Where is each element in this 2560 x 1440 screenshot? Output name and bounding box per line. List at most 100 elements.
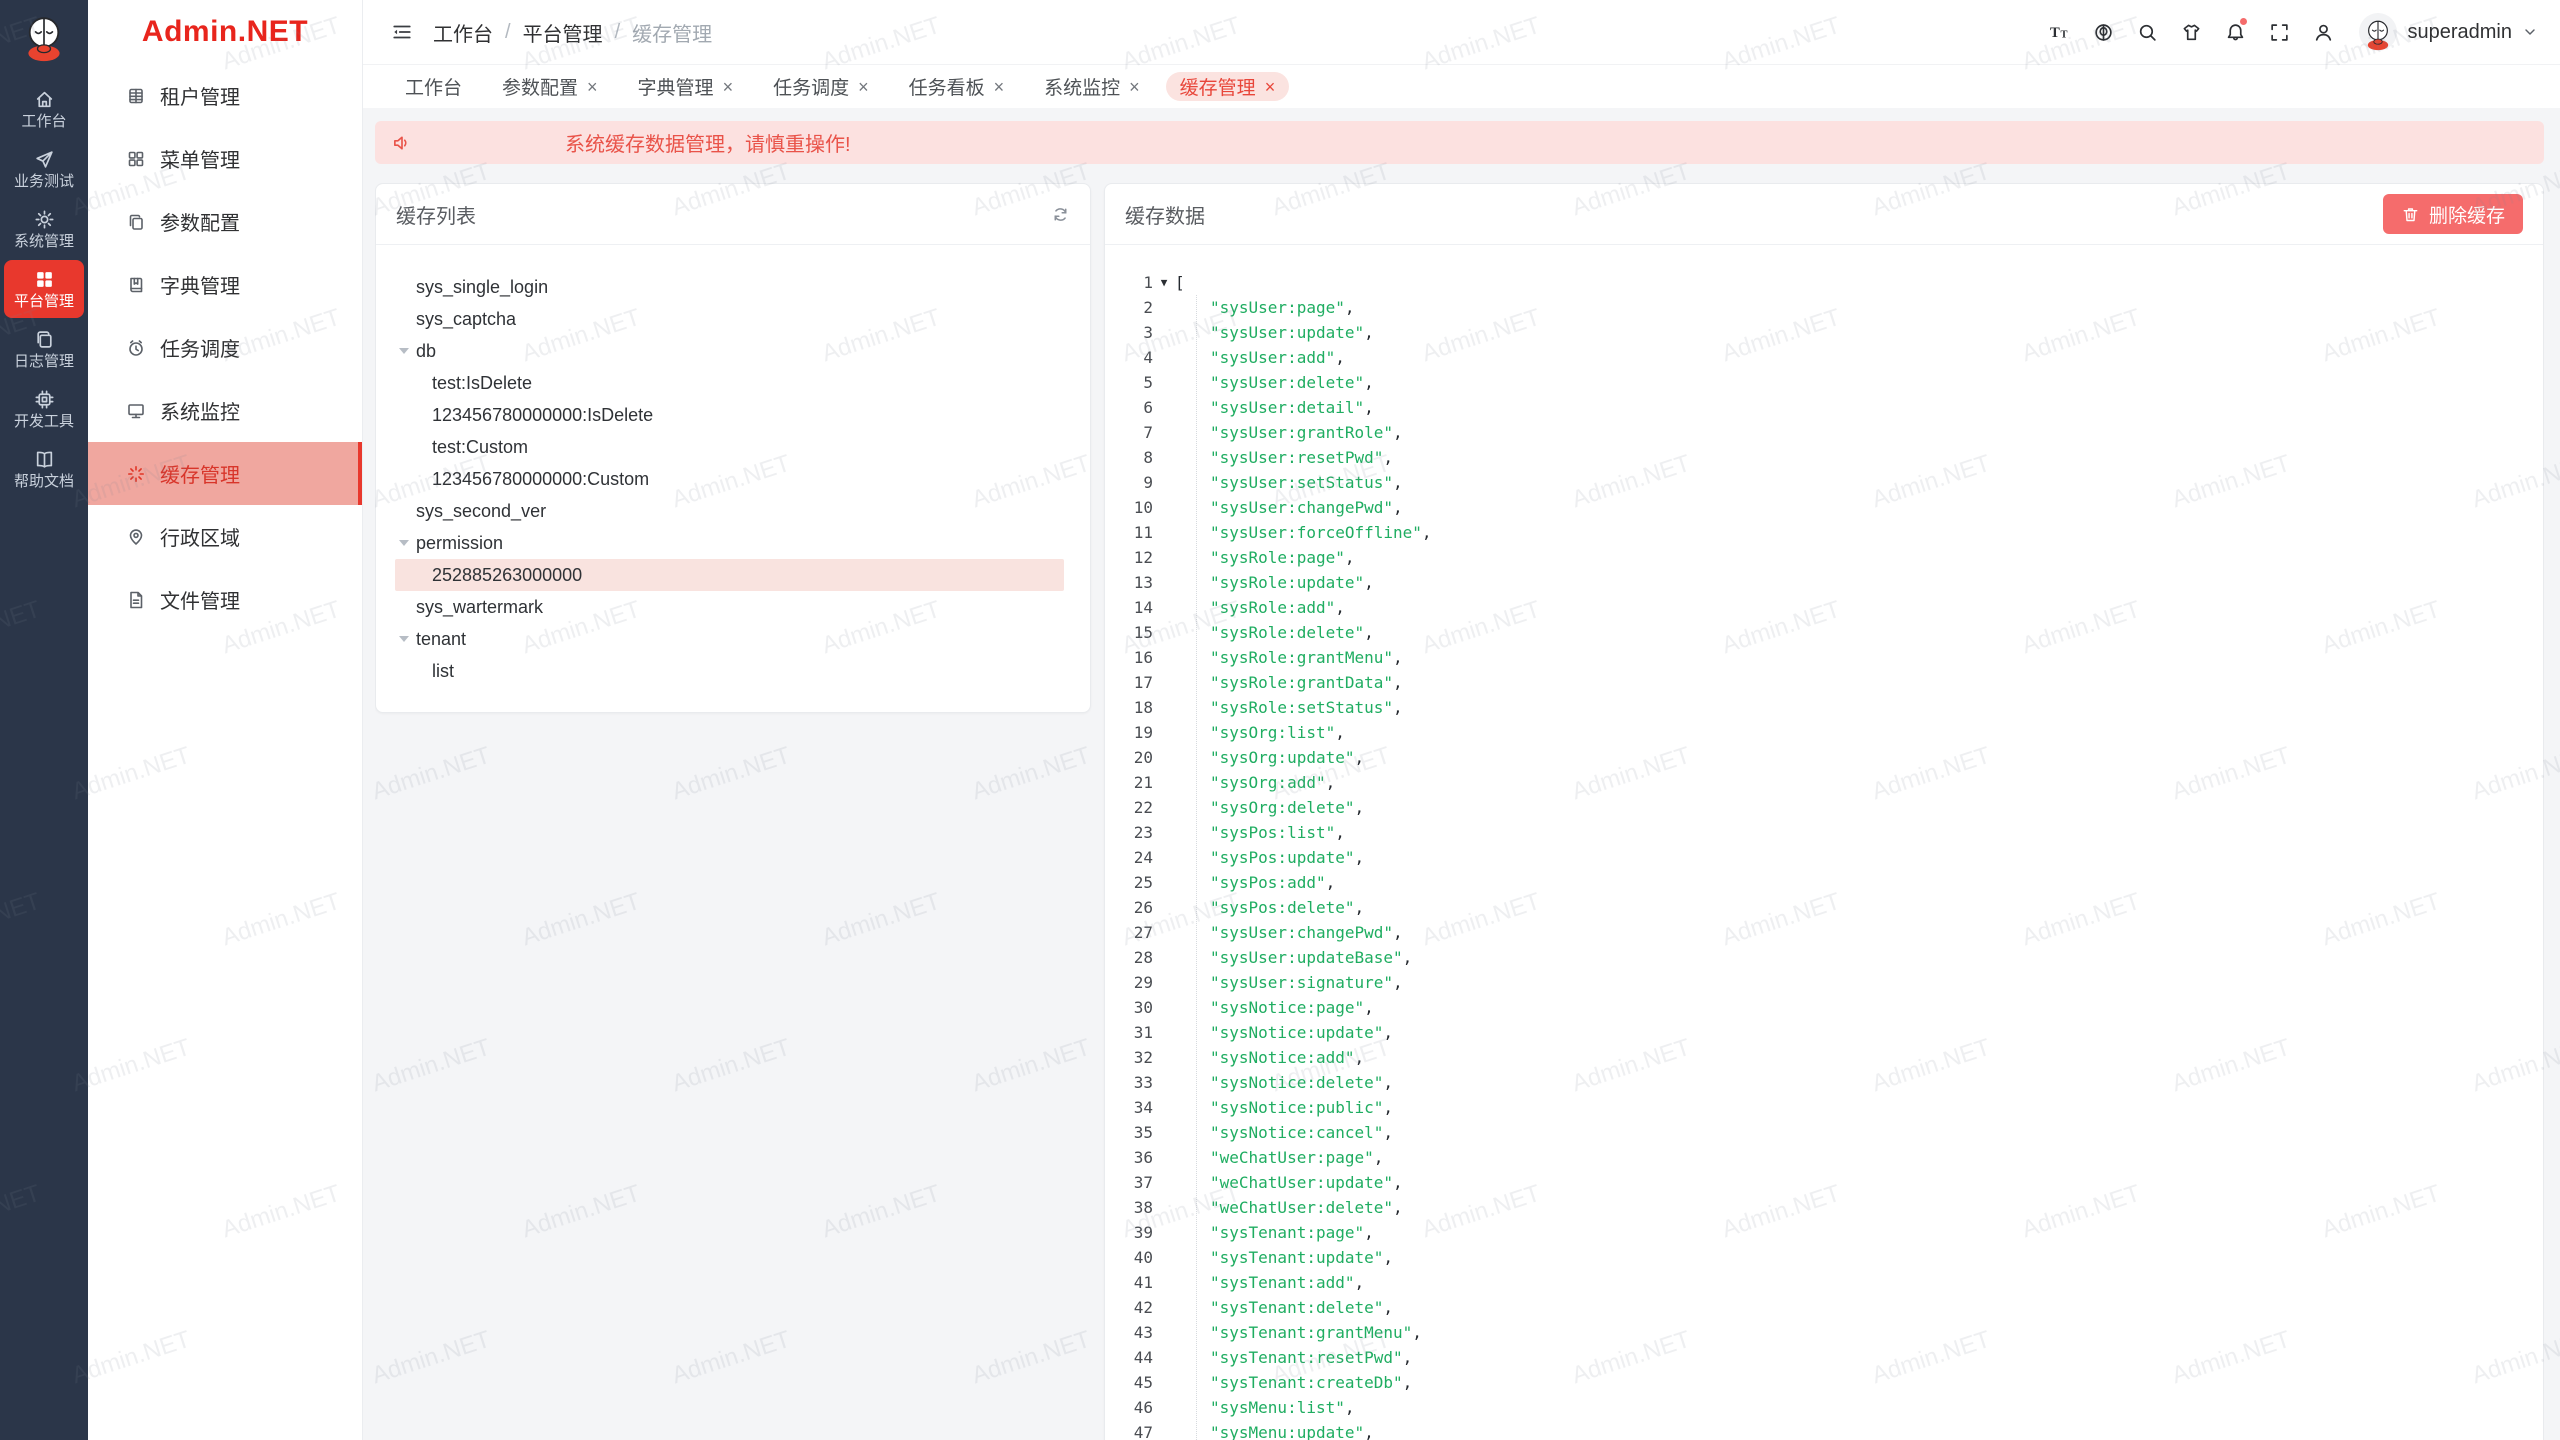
tab-close-icon[interactable]: × [722, 76, 734, 97]
sidebar-item-label: 缓存管理 [160, 465, 240, 487]
sidebar-item-menu[interactable]: 菜单管理 [88, 127, 362, 190]
rail-item-platform[interactable]: 平台管理 [4, 260, 84, 318]
monitor-icon [128, 403, 144, 418]
tree-node-label: 252885263000000 [432, 564, 583, 585]
tab-close-icon[interactable]: × [993, 76, 1005, 97]
json-punctuation: , [1364, 1423, 1374, 1440]
theme-button[interactable] [2169, 10, 2213, 54]
tree-node-db[interactable]: db [395, 335, 1064, 367]
tab-label: 系统监控 [1044, 78, 1121, 99]
rail-item-devtools[interactable]: 开发工具 [4, 380, 84, 438]
sidebar-item-monitor[interactable]: 系统监控 [88, 379, 362, 442]
profile-button[interactable] [2301, 10, 2345, 54]
send-icon-wrap [34, 149, 55, 170]
sidebar-item-cache[interactable]: 缓存管理 [88, 442, 362, 505]
sidebar-item-config[interactable]: 参数配置 [88, 190, 362, 253]
fold-arrow-icon [1153, 1320, 1175, 1345]
collapse-menu-icon[interactable] [385, 15, 419, 49]
editor-line: 28 "sysUser:updateBase", [1105, 945, 2543, 970]
fold-arrow-icon [1153, 1345, 1175, 1370]
tree-node-test:Custom[interactable]: test:Custom [395, 431, 1064, 463]
tree-node-sys_captcha[interactable]: sys_captcha [395, 303, 1064, 335]
editor-line: 40 "sysTenant:update", [1105, 1245, 2543, 1270]
sidebar-item-label: 行政区域 [160, 528, 240, 550]
line-number: 20 [1133, 748, 1153, 767]
json-punctuation: , [1354, 798, 1365, 817]
search-button[interactable] [2125, 10, 2169, 54]
tab-close-icon[interactable]: × [1129, 76, 1140, 97]
json-string: "sysUser:grantRole" [1210, 423, 1394, 442]
tree-node-123456780000000:IsDelete[interactable]: 123456780000000:IsDelete [395, 399, 1064, 431]
json-punctuation: , [1335, 598, 1345, 617]
tenant-icon-wrap [126, 86, 146, 106]
rail-item-biz-test[interactable]: 业务测试 [4, 140, 84, 198]
editor-line: 26 "sysPos:delete", [1105, 895, 2543, 920]
tab-缓存管理[interactable]: 缓存管理 × [1165, 72, 1290, 101]
tree-node-list[interactable]: list [395, 655, 1064, 687]
notification-button[interactable] [2213, 10, 2257, 54]
tab-close-icon[interactable]: × [1264, 76, 1276, 97]
fold-arrow-icon [1153, 1120, 1175, 1145]
delete-cache-button[interactable]: 删除缓存 [2382, 194, 2523, 234]
breadcrumb-item-platform[interactable]: 平台管理 [522, 23, 603, 46]
sidebar-item-file[interactable]: 文件管理 [88, 568, 362, 631]
line-number: 3 [1143, 323, 1153, 342]
editor-line: 24 "sysPos:update", [1105, 845, 2543, 870]
tab-系统监控[interactable]: 系统监控 × [1030, 72, 1154, 101]
tree-node-tenant[interactable]: tenant [395, 623, 1064, 655]
tree-node-permission[interactable]: permission [395, 527, 1064, 559]
breadcrumb-item-workbench[interactable]: 工作台 [433, 23, 493, 46]
rail-item-workbench[interactable]: 工作台 [4, 80, 84, 138]
line-code: "sysUser:update", [1175, 320, 1374, 345]
submenu-nav: 租户管理 菜单管理 参数配置 字典管理 任务调度 系统监控缓存管理行政区域文件管理 [88, 64, 362, 631]
tree-node-sys_wartermark[interactable]: sys_wartermark [395, 591, 1064, 623]
sidebar-item-tenant[interactable]: 租户管理 [88, 64, 362, 127]
editor-line: 31 "sysNotice:update", [1105, 1020, 2543, 1045]
tree-node-123456780000000:Custom[interactable]: 123456780000000:Custom [395, 463, 1064, 495]
caret-down-icon[interactable] [399, 348, 409, 354]
tab-参数配置[interactable]: 参数配置 × [488, 72, 612, 101]
fold-arrow-icon [1153, 695, 1175, 720]
fold-arrow-icon [1153, 420, 1175, 445]
fold-arrow-icon[interactable]: ▼ [1160, 276, 1168, 289]
tree-node-sys_single_login[interactable]: sys_single_login [395, 271, 1064, 303]
tab-close-icon[interactable]: × [587, 76, 598, 97]
json-punctuation: , [1393, 648, 1403, 667]
json-string: "sysUser:forceOffline" [1210, 523, 1422, 542]
editor-line: 46 "sysMenu:list", [1105, 1395, 2543, 1420]
json-punctuation: , [1393, 473, 1403, 492]
fullscreen-button[interactable] [2257, 10, 2301, 54]
fold-arrow-icon [1153, 470, 1175, 495]
editor-line: 20 "sysOrg:update", [1105, 745, 2543, 770]
tab-任务看板[interactable]: 任务看板 × [895, 72, 1019, 101]
tree-node-sys_second_ver[interactable]: sys_second_ver [395, 495, 1064, 527]
tree-node-label: sys_single_login [416, 276, 549, 297]
tab-字典管理[interactable]: 字典管理 × [624, 72, 748, 101]
rail-item-help-docs[interactable]: 帮助文档 [4, 440, 84, 498]
language-button[interactable] [2081, 10, 2125, 54]
user-menu[interactable]: superadmin [2359, 13, 2538, 51]
line-number: 9 [1143, 473, 1153, 492]
json-punctuation: , [1364, 398, 1374, 417]
pin-icon-wrap [126, 527, 146, 547]
tree-node-test:IsDelete[interactable]: test:IsDelete [395, 367, 1064, 399]
sidebar-item-schedule[interactable]: 任务调度 [88, 316, 362, 379]
line-code: "sysRole:grantMenu", [1175, 645, 1403, 670]
fold-arrow-icon [1153, 1045, 1175, 1070]
tab-工作台[interactable]: 工作台 [391, 72, 476, 101]
editor-line: 7 "sysUser:grantRole", [1105, 420, 2543, 445]
caret-down-icon[interactable] [399, 636, 409, 642]
tab-任务调度[interactable]: 任务调度 × [759, 72, 883, 101]
editor-line: 17 "sysRole:grantData", [1105, 670, 2543, 695]
sidebar-item-region[interactable]: 行政区域 [88, 505, 362, 568]
caret-down-icon[interactable] [399, 540, 409, 546]
rail-item-system[interactable]: 系统管理 [4, 200, 84, 258]
sidebar-item-dict[interactable]: 字典管理 [88, 253, 362, 316]
tab-close-icon[interactable]: × [858, 76, 869, 97]
line-number: 25 [1133, 873, 1153, 892]
rail-item-logs[interactable]: 日志管理 [4, 320, 84, 378]
tree-node-252885263000000[interactable]: 252885263000000 [395, 559, 1064, 591]
refresh-icon[interactable] [1051, 205, 1070, 224]
